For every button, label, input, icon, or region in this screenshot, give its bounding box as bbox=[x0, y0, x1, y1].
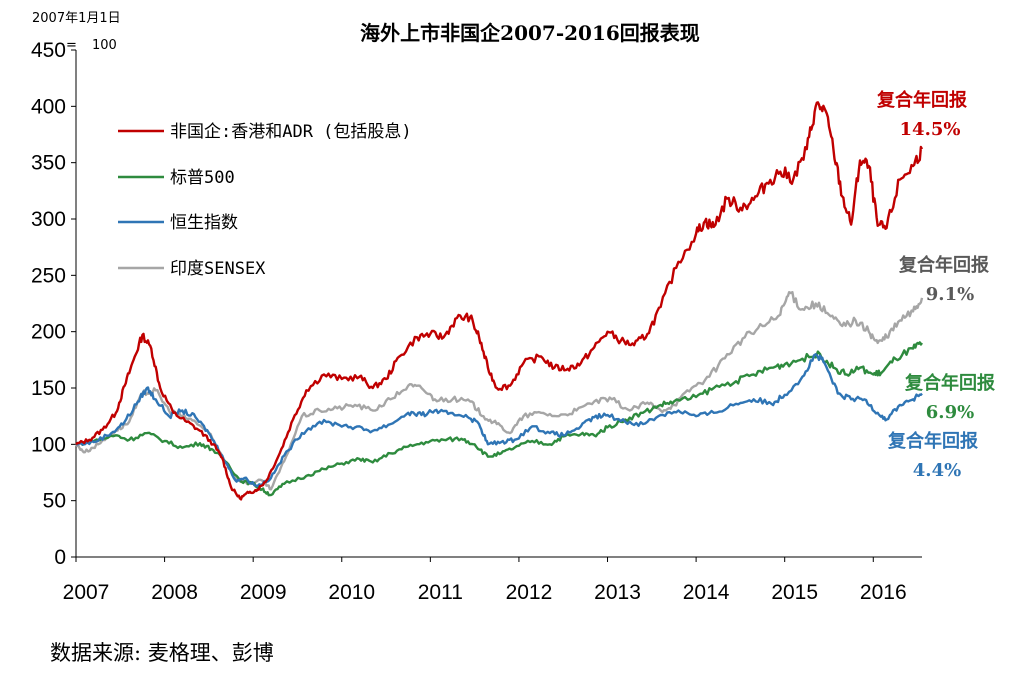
x-tick-label: 2013 bbox=[594, 581, 641, 604]
series-group bbox=[74, 101, 924, 501]
anno-hsi-value: 4.4% bbox=[913, 460, 961, 481]
y-tick-label: 350 bbox=[31, 152, 66, 175]
x-tick-label: 2016 bbox=[860, 581, 907, 604]
source-note: 数据来源: 麦格理、彭博 bbox=[50, 641, 274, 665]
legend-label-hsi: 恒生指数 bbox=[170, 213, 238, 233]
x-tick-label: 2015 bbox=[771, 581, 818, 604]
y-tick-label: 100 bbox=[31, 433, 66, 456]
y-tick-label: 400 bbox=[31, 95, 66, 118]
y-tick-label: 150 bbox=[31, 377, 66, 400]
y-note-value: 100 bbox=[92, 38, 117, 53]
x-tick-label: 2014 bbox=[683, 581, 730, 604]
chart-title: 海外上市非国企2007-2016回报表现 bbox=[360, 21, 700, 45]
x-tick-label: 2008 bbox=[151, 581, 198, 604]
y-tick-label: 250 bbox=[31, 264, 66, 287]
y-tick-label: 300 bbox=[31, 208, 66, 231]
anno-sensex-value: 9.1% bbox=[926, 284, 974, 305]
x-tick-label: 2011 bbox=[418, 581, 463, 604]
x-ticks: 2007 2008 2009 2010 2011 2012 2013 2014 2015 2016 bbox=[63, 557, 907, 604]
anno-sp500-label: 复合年回报 bbox=[904, 372, 995, 394]
series-line-nonsoe bbox=[75, 101, 924, 501]
series-line-sensex bbox=[74, 291, 924, 491]
anno-sp500-value: 6.9% bbox=[926, 402, 974, 423]
y-note-line1: 2007年1月1日 bbox=[32, 11, 121, 26]
legend-label-sensex: 印度SENSEX bbox=[170, 259, 266, 279]
x-tick-label: 2009 bbox=[240, 581, 287, 604]
y-ticks: 0 50 100 150 200 250 300 350 400 450 bbox=[31, 39, 76, 569]
x-tick-label: 2012 bbox=[506, 581, 553, 604]
annotations: 复合年回报 14.5% 复合年回报 9.1% 复合年回报 6.9% 复合年回报 … bbox=[876, 89, 995, 481]
x-tick-label: 2010 bbox=[328, 581, 375, 604]
series-line-hsi bbox=[75, 353, 923, 488]
series-line-sp500 bbox=[75, 341, 923, 497]
y-tick-label: 0 bbox=[54, 546, 66, 569]
legend-label-nonsoe: 非国企:香港和ADR (包括股息) bbox=[170, 122, 412, 142]
anno-sensex-label: 复合年回报 bbox=[898, 254, 989, 276]
anno-hsi-label: 复合年回报 bbox=[887, 430, 978, 452]
y-tick-label: 200 bbox=[31, 321, 66, 344]
y-tick-label: 50 bbox=[43, 490, 66, 513]
legend: 非国企:香港和ADR (包括股息) 标普500 恒生指数 印度SENSEX bbox=[118, 122, 412, 279]
legend-label-sp500: 标普500 bbox=[170, 168, 235, 188]
anno-nonsoe-label: 复合年回报 bbox=[876, 89, 967, 111]
y-note-equals: = bbox=[66, 38, 77, 53]
y-tick-label: 450 bbox=[31, 39, 66, 62]
x-tick-label: 2007 bbox=[63, 581, 110, 604]
anno-nonsoe-value: 14.5% bbox=[900, 119, 961, 140]
